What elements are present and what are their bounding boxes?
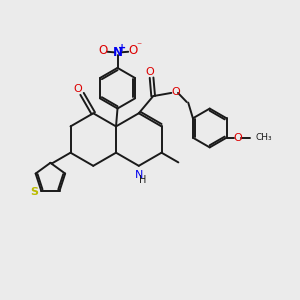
Text: CH₃: CH₃ <box>256 133 272 142</box>
Text: O: O <box>73 83 82 94</box>
Text: O: O <box>128 44 137 57</box>
Text: S: S <box>31 187 39 197</box>
Text: O: O <box>172 87 180 97</box>
Text: ⁻: ⁻ <box>136 42 141 52</box>
Text: O: O <box>233 133 242 143</box>
Text: H: H <box>139 175 146 184</box>
Text: N: N <box>135 170 143 180</box>
Text: N: N <box>112 46 122 59</box>
Text: +: + <box>118 44 126 53</box>
Text: O: O <box>98 44 107 57</box>
Text: O: O <box>146 67 154 77</box>
